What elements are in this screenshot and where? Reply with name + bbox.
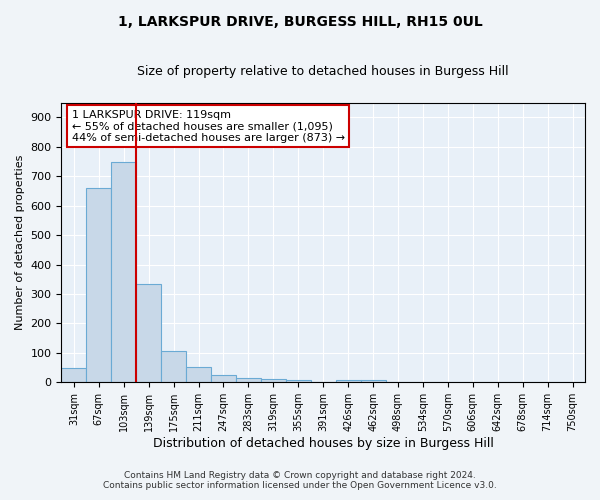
Bar (61, 368, 86, 382)
Bar (161, 351, 186, 382)
Title: Size of property relative to detached houses in Burgess Hill: Size of property relative to detached ho… (137, 65, 509, 78)
Bar (261, 379, 286, 382)
Bar (111, 162, 136, 382)
Bar (361, 380, 386, 382)
Bar (211, 375, 236, 382)
Bar (186, 367, 211, 382)
X-axis label: Distribution of detached houses by size in Burgess Hill: Distribution of detached houses by size … (153, 437, 494, 450)
Bar (335, 380, 361, 382)
Text: 1 LARKSPUR DRIVE: 119sqm
← 55% of detached houses are smaller (1,095)
44% of sem: 1 LARKSPUR DRIVE: 119sqm ← 55% of detach… (72, 110, 345, 143)
Bar (236, 378, 261, 382)
Y-axis label: Number of detached properties: Number of detached properties (15, 155, 25, 330)
Bar (286, 380, 311, 382)
Text: Contains HM Land Registry data © Crown copyright and database right 2024.
Contai: Contains HM Land Registry data © Crown c… (103, 470, 497, 490)
Bar (136, 284, 161, 382)
Text: 1, LARKSPUR DRIVE, BURGESS HILL, RH15 0UL: 1, LARKSPUR DRIVE, BURGESS HILL, RH15 0U… (118, 15, 482, 29)
Bar (86, 188, 111, 382)
